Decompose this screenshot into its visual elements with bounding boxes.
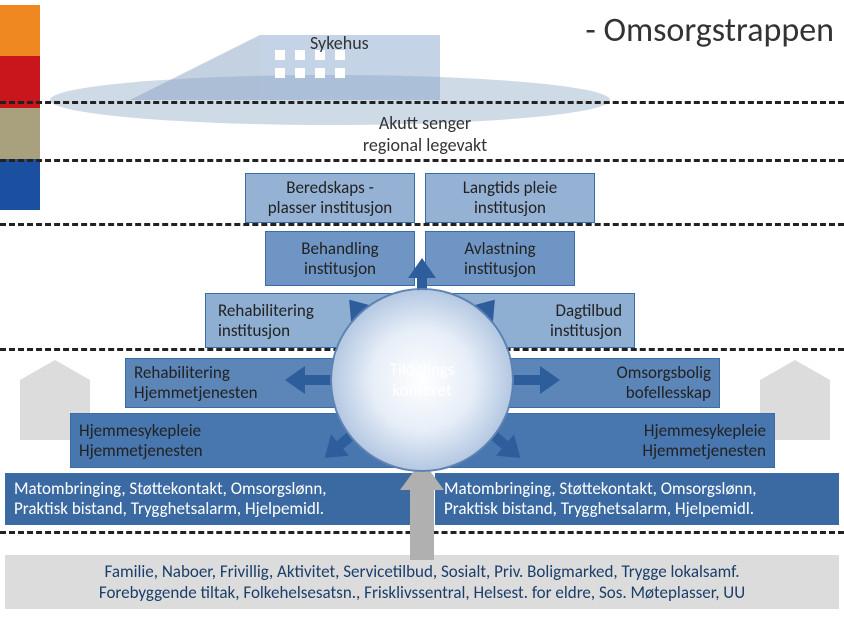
tildelings-circle: Tildelings kontoret [332, 290, 512, 470]
circle-l1: Tildelings [390, 359, 455, 380]
circle-l2: kontoret [392, 380, 451, 401]
arrow-right [505, 366, 560, 394]
big-arrow-stem [410, 485, 434, 560]
